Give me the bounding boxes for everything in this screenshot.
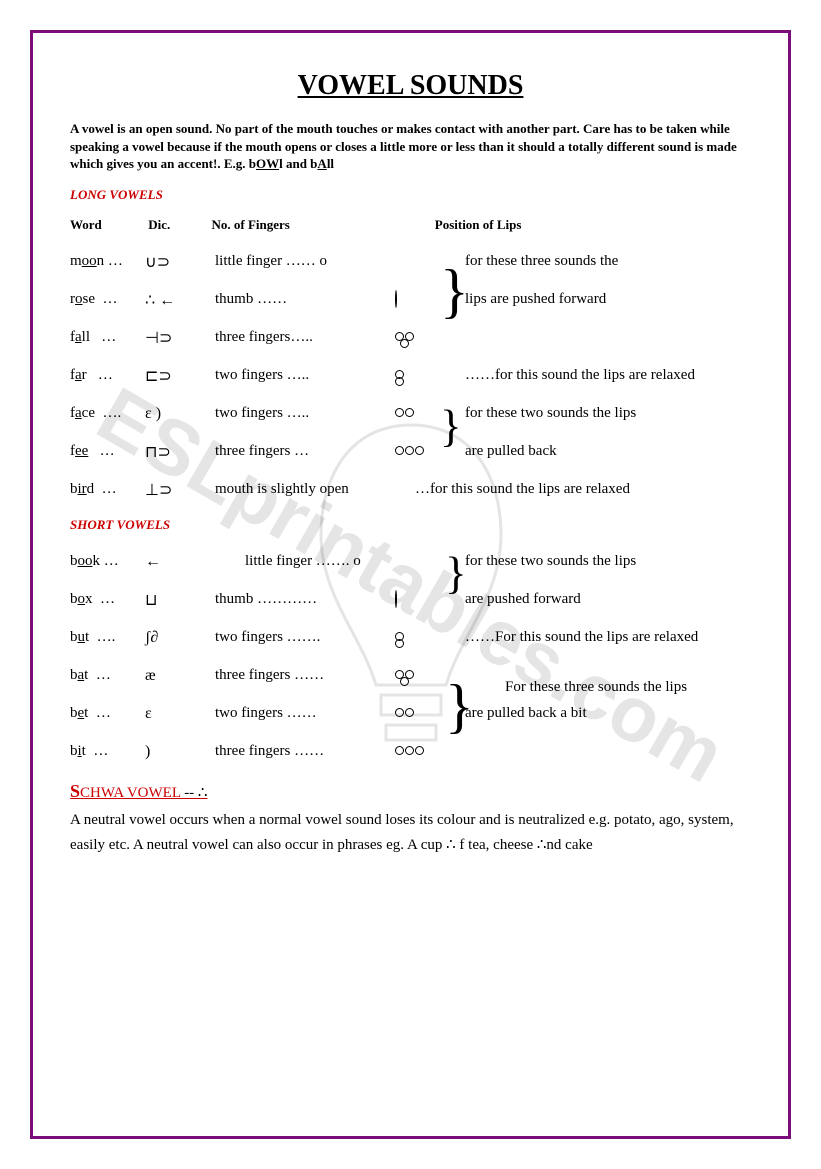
row-fall: fall … ⊣⊃ three fingers….. [70, 327, 751, 349]
row-bird: bird … ⊥⊃ mouth is slightly open …for th… [70, 479, 751, 501]
row-but: but …. ʃ∂ two fingers ……. ……For this sou… [70, 627, 751, 649]
row-bet: bet … ε two fingers …… are pulled back a… [70, 703, 751, 725]
col-dic: Dic. [148, 217, 208, 233]
short-vowels-rows: book … ← little finger ……. o for these t… [70, 551, 751, 763]
long-vowels-rows: moon … ∪⊃ little finger …… o for these t… [70, 251, 751, 501]
long-vowels-heading: LONG VOWELS [70, 187, 751, 203]
col-fingers: No. of Fingers [212, 217, 432, 233]
row-moon: moon … ∪⊃ little finger …… o for these t… [70, 251, 751, 273]
short-vowels-heading: SHORT VOWELS [70, 517, 751, 533]
row-book: book … ← little finger ……. o for these t… [70, 551, 751, 573]
column-headers: Word Dic. No. of Fingers Position of Lip… [70, 217, 751, 233]
row-rose: rose … ∴ ← thumb …… lips are pushed forw… [70, 289, 751, 311]
row-bit: bit … ) three fingers …… [70, 741, 751, 763]
row-fee: fee … ⊓⊃ three fingers … are pulled back [70, 441, 751, 463]
row-box: box … ⊔ thumb ………… are pushed forward [70, 589, 751, 611]
schwa-body: A neutral vowel occurs when a normal vow… [70, 808, 751, 859]
short-brace-note: For these three sounds the lips [505, 679, 687, 696]
content-area: VOWEL SOUNDS A vowel is an open sound. N… [70, 70, 751, 1099]
row-face: face …. ε ) two fingers ….. for these tw… [70, 403, 751, 425]
intro-paragraph: A vowel is an open sound. No part of the… [70, 120, 751, 173]
col-lips: Position of Lips [435, 217, 522, 233]
schwa-heading: SCHWA VOWEL -- ∴ [70, 781, 751, 802]
row-far: far … ⊏⊃ two fingers ….. ……for this soun… [70, 365, 751, 387]
page-title: VOWEL SOUNDS [70, 70, 751, 102]
col-word: Word [70, 217, 145, 233]
